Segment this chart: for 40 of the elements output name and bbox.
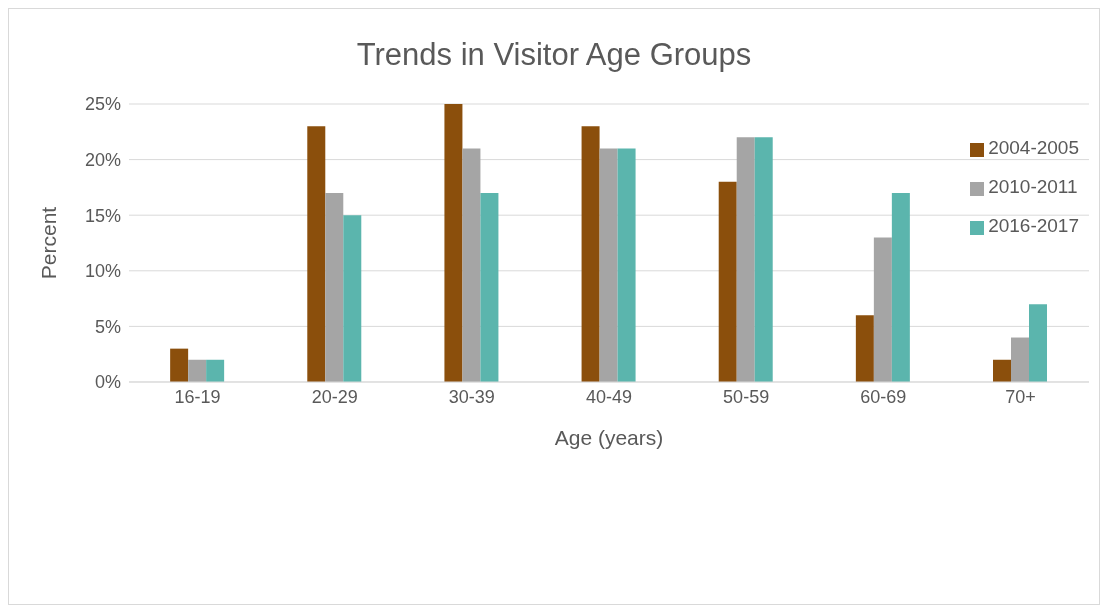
y-tick-label: 0% <box>94 372 121 393</box>
bar <box>581 126 600 382</box>
bar <box>307 126 326 382</box>
x-axis-title: Age (years) <box>554 426 664 449</box>
bar <box>170 348 189 382</box>
bar <box>736 137 755 382</box>
legend-label: 2010-2011 <box>988 176 1078 197</box>
x-tick-label: 50-59 <box>723 386 770 407</box>
bar <box>718 181 737 382</box>
y-tick-label: 10% <box>84 261 121 282</box>
y-tick-label: 15% <box>84 205 121 226</box>
bar <box>444 104 463 382</box>
bar <box>1029 304 1047 382</box>
bar <box>206 359 225 382</box>
bar <box>188 359 207 382</box>
bar <box>617 148 636 382</box>
x-tick-label: 30-39 <box>448 386 495 407</box>
x-tick-label: 70+ <box>1005 386 1036 407</box>
y-axis-title: Percent <box>37 206 61 280</box>
bar <box>599 148 618 382</box>
legend-label: 2004-2005 <box>988 137 1079 158</box>
x-tick-label: 60-69 <box>860 386 907 407</box>
bar <box>855 315 874 382</box>
y-tick-label: 20% <box>84 149 121 170</box>
bar <box>891 192 910 382</box>
bar <box>754 137 773 382</box>
bar <box>462 148 481 382</box>
bar <box>1011 337 1029 382</box>
bar <box>480 192 499 382</box>
legend-label: 2016-2017 <box>988 215 1079 236</box>
x-tick-label: 40-49 <box>585 386 633 407</box>
bar <box>993 359 1011 382</box>
bar <box>325 192 344 382</box>
bar <box>873 237 892 382</box>
y-tick-label: 25% <box>84 94 121 115</box>
chart-title: Trends in Visitor Age Groups <box>355 37 753 73</box>
bar <box>343 215 362 382</box>
y-tick-label: 5% <box>94 316 121 337</box>
x-tick-label: 16-19 <box>174 386 221 407</box>
x-tick-label: 20-29 <box>311 386 358 407</box>
